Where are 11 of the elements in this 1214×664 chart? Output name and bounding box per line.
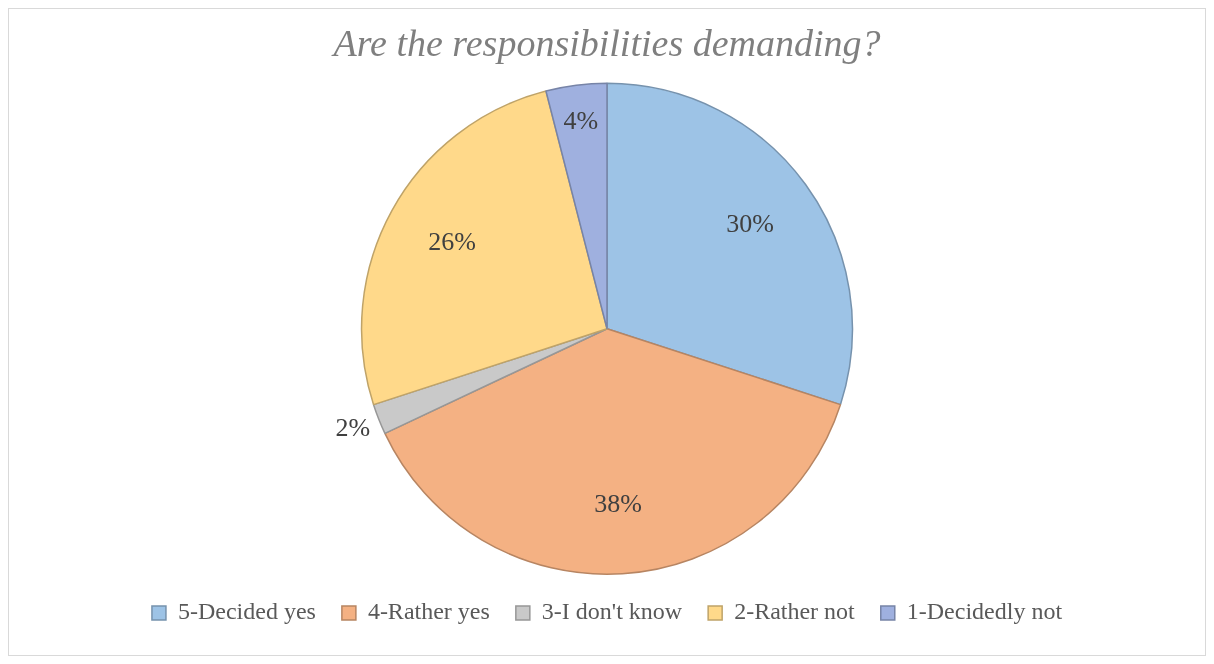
legend-label: 3-I don't know — [541, 598, 683, 625]
legend-label: 1-Decidedly not — [906, 598, 1063, 625]
legend-label: 4-Rather yes — [367, 598, 490, 625]
data-label: 38% — [594, 489, 642, 518]
data-label: 30% — [726, 208, 774, 238]
data-label: 4% — [563, 105, 599, 135]
data-label: 2% — [335, 413, 371, 443]
chart-title: Are the responsibilities demanding? — [330, 21, 881, 64]
legend-label: 2-Rather not — [734, 598, 856, 625]
legend-label: 5-Decided yes — [177, 598, 316, 625]
data-label: 26% — [428, 227, 476, 257]
